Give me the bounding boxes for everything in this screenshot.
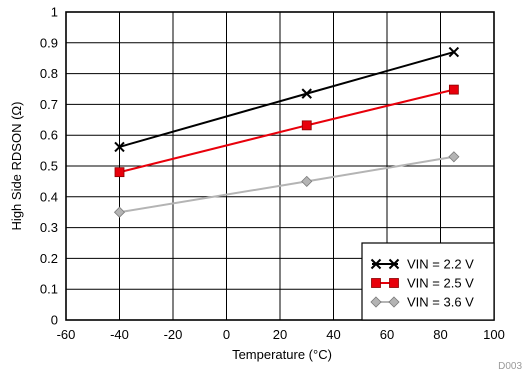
series-line xyxy=(119,88,455,174)
legend-marker xyxy=(370,258,382,270)
legend-marker xyxy=(370,296,382,308)
legend-marker xyxy=(388,296,400,308)
x-tick-label: 40 xyxy=(326,327,340,342)
marker-stroke xyxy=(388,258,400,270)
marker-stroke xyxy=(301,88,312,99)
legend-label: VIN = 2.5 V xyxy=(407,276,474,291)
x-tick-label: 60 xyxy=(380,327,394,342)
data-point xyxy=(448,151,460,163)
y-tick-label: 0.7 xyxy=(40,97,58,112)
x-axis-label: Temperature (°C) xyxy=(232,347,332,362)
marker-stroke xyxy=(370,258,382,270)
series-line xyxy=(119,155,455,214)
x-tick-label: 0 xyxy=(223,327,230,342)
y-tick-label: 0.4 xyxy=(40,189,58,204)
legend: VIN = 2.2 V VIN = 2.5 V VIN = 3.6 V xyxy=(361,242,495,321)
data-point xyxy=(301,88,312,99)
data-point xyxy=(113,206,126,218)
legend-marker xyxy=(371,278,381,288)
x-tick-label: 100 xyxy=(483,327,505,342)
x-tick-label: -40 xyxy=(110,327,129,342)
y-tick-label: 0.5 xyxy=(40,159,58,174)
y-tick-label: 0 xyxy=(51,313,58,328)
y-tick-label: 1 xyxy=(51,5,58,20)
y-axis-label: High Side RDSON (Ω) xyxy=(9,102,24,231)
y-tick-label: 0.2 xyxy=(40,251,58,266)
x-tick-label: 20 xyxy=(273,327,287,342)
plot-frame xyxy=(65,11,495,321)
y-tick-label: 0.3 xyxy=(40,220,58,235)
series-line xyxy=(119,51,455,148)
data-point xyxy=(448,46,460,58)
grid xyxy=(66,12,494,320)
y-tick-label: 0.1 xyxy=(40,282,58,297)
legend-label: VIN = 3.6 V xyxy=(407,295,474,310)
figure-id: D003 xyxy=(498,361,522,371)
data-point xyxy=(114,167,125,178)
y-tick-label: 0.9 xyxy=(40,35,58,50)
tick-labels: -60 -40 -20 0 20 40 60 80 100 0 0.1 0.2 0.3 0.4 0.5 0.6… xyxy=(40,5,505,343)
data-point xyxy=(301,120,312,131)
data-point xyxy=(301,175,313,187)
legend-marker xyxy=(388,258,400,270)
series-group xyxy=(113,46,460,218)
plot-frame xyxy=(65,11,495,321)
x-tick-label: -60 xyxy=(57,327,76,342)
y-tick-label: 0.8 xyxy=(40,66,58,81)
legend-box xyxy=(361,242,495,321)
data-point xyxy=(114,141,125,153)
y-tick-label: 0.6 xyxy=(40,128,58,143)
marker-stroke xyxy=(114,141,125,153)
x-tick-label: -20 xyxy=(164,327,183,342)
data-point xyxy=(448,84,459,95)
legend-marker xyxy=(389,278,399,288)
x-tick-label: 80 xyxy=(433,327,447,342)
legend-label: VIN = 2.2 V xyxy=(407,257,474,272)
marker-stroke xyxy=(448,46,460,58)
